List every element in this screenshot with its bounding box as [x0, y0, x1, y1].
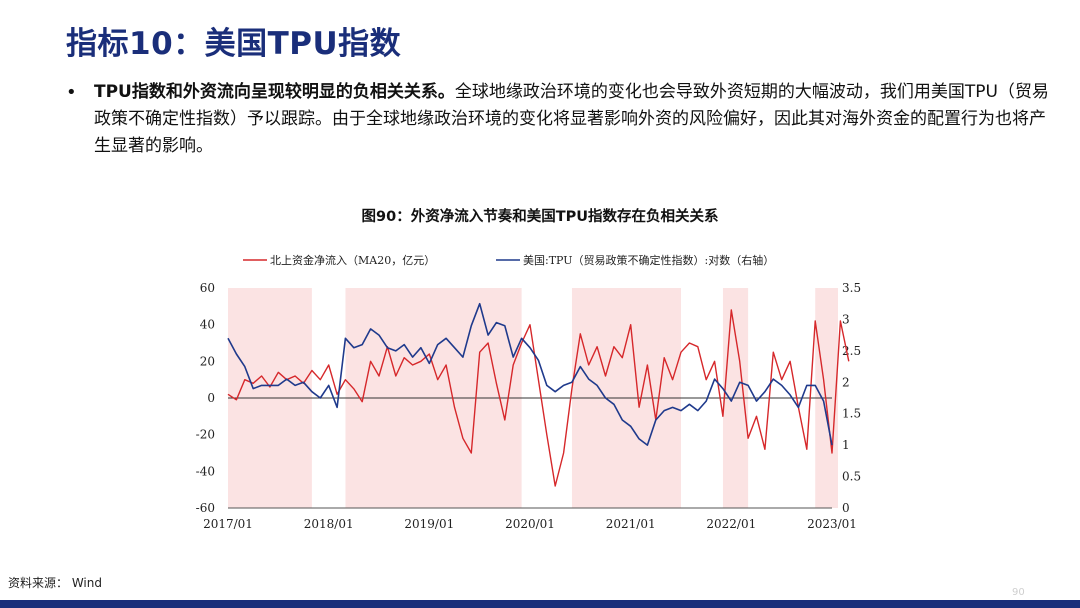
x-tick-label: 2020/01 [505, 517, 555, 531]
chart-legend: 北上资金净流入（MA20，亿元） 美国:TPU（贸易政策不确定性指数）:对数（右轴… [243, 253, 774, 267]
y-tick-label: -60 [196, 501, 215, 515]
bullet-bold-text: TPU指数和外资流向呈现较明显的负相关关系。 [94, 82, 455, 102]
y2-tick-label: 2 [842, 375, 850, 389]
bullet-body-text: 全球地缘政治环境的变化也会导致外资短期的大幅波动，我们用美国TPU（贸易政策不确… [94, 82, 1049, 156]
chart-axes: -60 -40 -20 0 20 40 60 0 0.5 1 1.5 2 2.5 3 3.5 2017/01 2… [196, 281, 861, 531]
x-tick-label: 2021/01 [606, 517, 656, 531]
tpu-line [227, 302, 833, 446]
y-tick-label: 60 [200, 281, 215, 295]
x-tick-label: 2019/01 [404, 517, 454, 531]
legend-north-flow-label: 北上资金净流入（MA20，亿元） [270, 253, 435, 267]
north-flow-line [227, 309, 850, 487]
chart-caption: 图90：外资净流入节奏和美国TPU指数存在负相关关系 [361, 209, 719, 225]
bullet-dot: • [66, 82, 77, 103]
x-tick-label: 2018/01 [304, 517, 354, 531]
y2-tick-label: 1.5 [842, 407, 861, 421]
bullet-paragraph: TPU指数和外资流向呈现较明显的负相关关系。全球地缘政治环境的变化也会导致外资短… [94, 79, 1054, 160]
y-tick-label: 0 [207, 391, 215, 405]
y2-tick-label: 0 [842, 501, 850, 515]
chart-series [227, 302, 850, 487]
chart: -60 -40 -20 0 20 40 60 0 0.5 1 1.5 2 2.5 3 3.5 2017/01 2… [196, 253, 861, 531]
page-number: 90 [1012, 587, 1025, 598]
y2-tick-label: 3.5 [842, 281, 861, 295]
y-tick-label: 20 [200, 354, 215, 368]
x-tick-label: 2023/01 [807, 517, 857, 531]
y-tick-label: -40 [196, 464, 215, 478]
y-tick-label: 40 [200, 318, 215, 332]
y2-tick-label: 3 [842, 312, 850, 326]
y2-tick-label: 0.5 [842, 470, 861, 484]
footer-bar [0, 600, 1080, 608]
x-tick-label: 2022/01 [706, 517, 756, 531]
y-tick-label: -20 [196, 428, 215, 442]
page-title: 指标10：美国TPU指数 [66, 26, 402, 62]
y2-tick-label: 1 [842, 438, 850, 452]
x-tick-label: 2017/01 [203, 517, 253, 531]
source-note: 资料来源： Wind [8, 576, 102, 590]
y2-tick-label: 2.5 [842, 344, 861, 358]
legend-tpu-label: 美国:TPU（贸易政策不确定性指数）:对数（右轴） [523, 253, 774, 267]
